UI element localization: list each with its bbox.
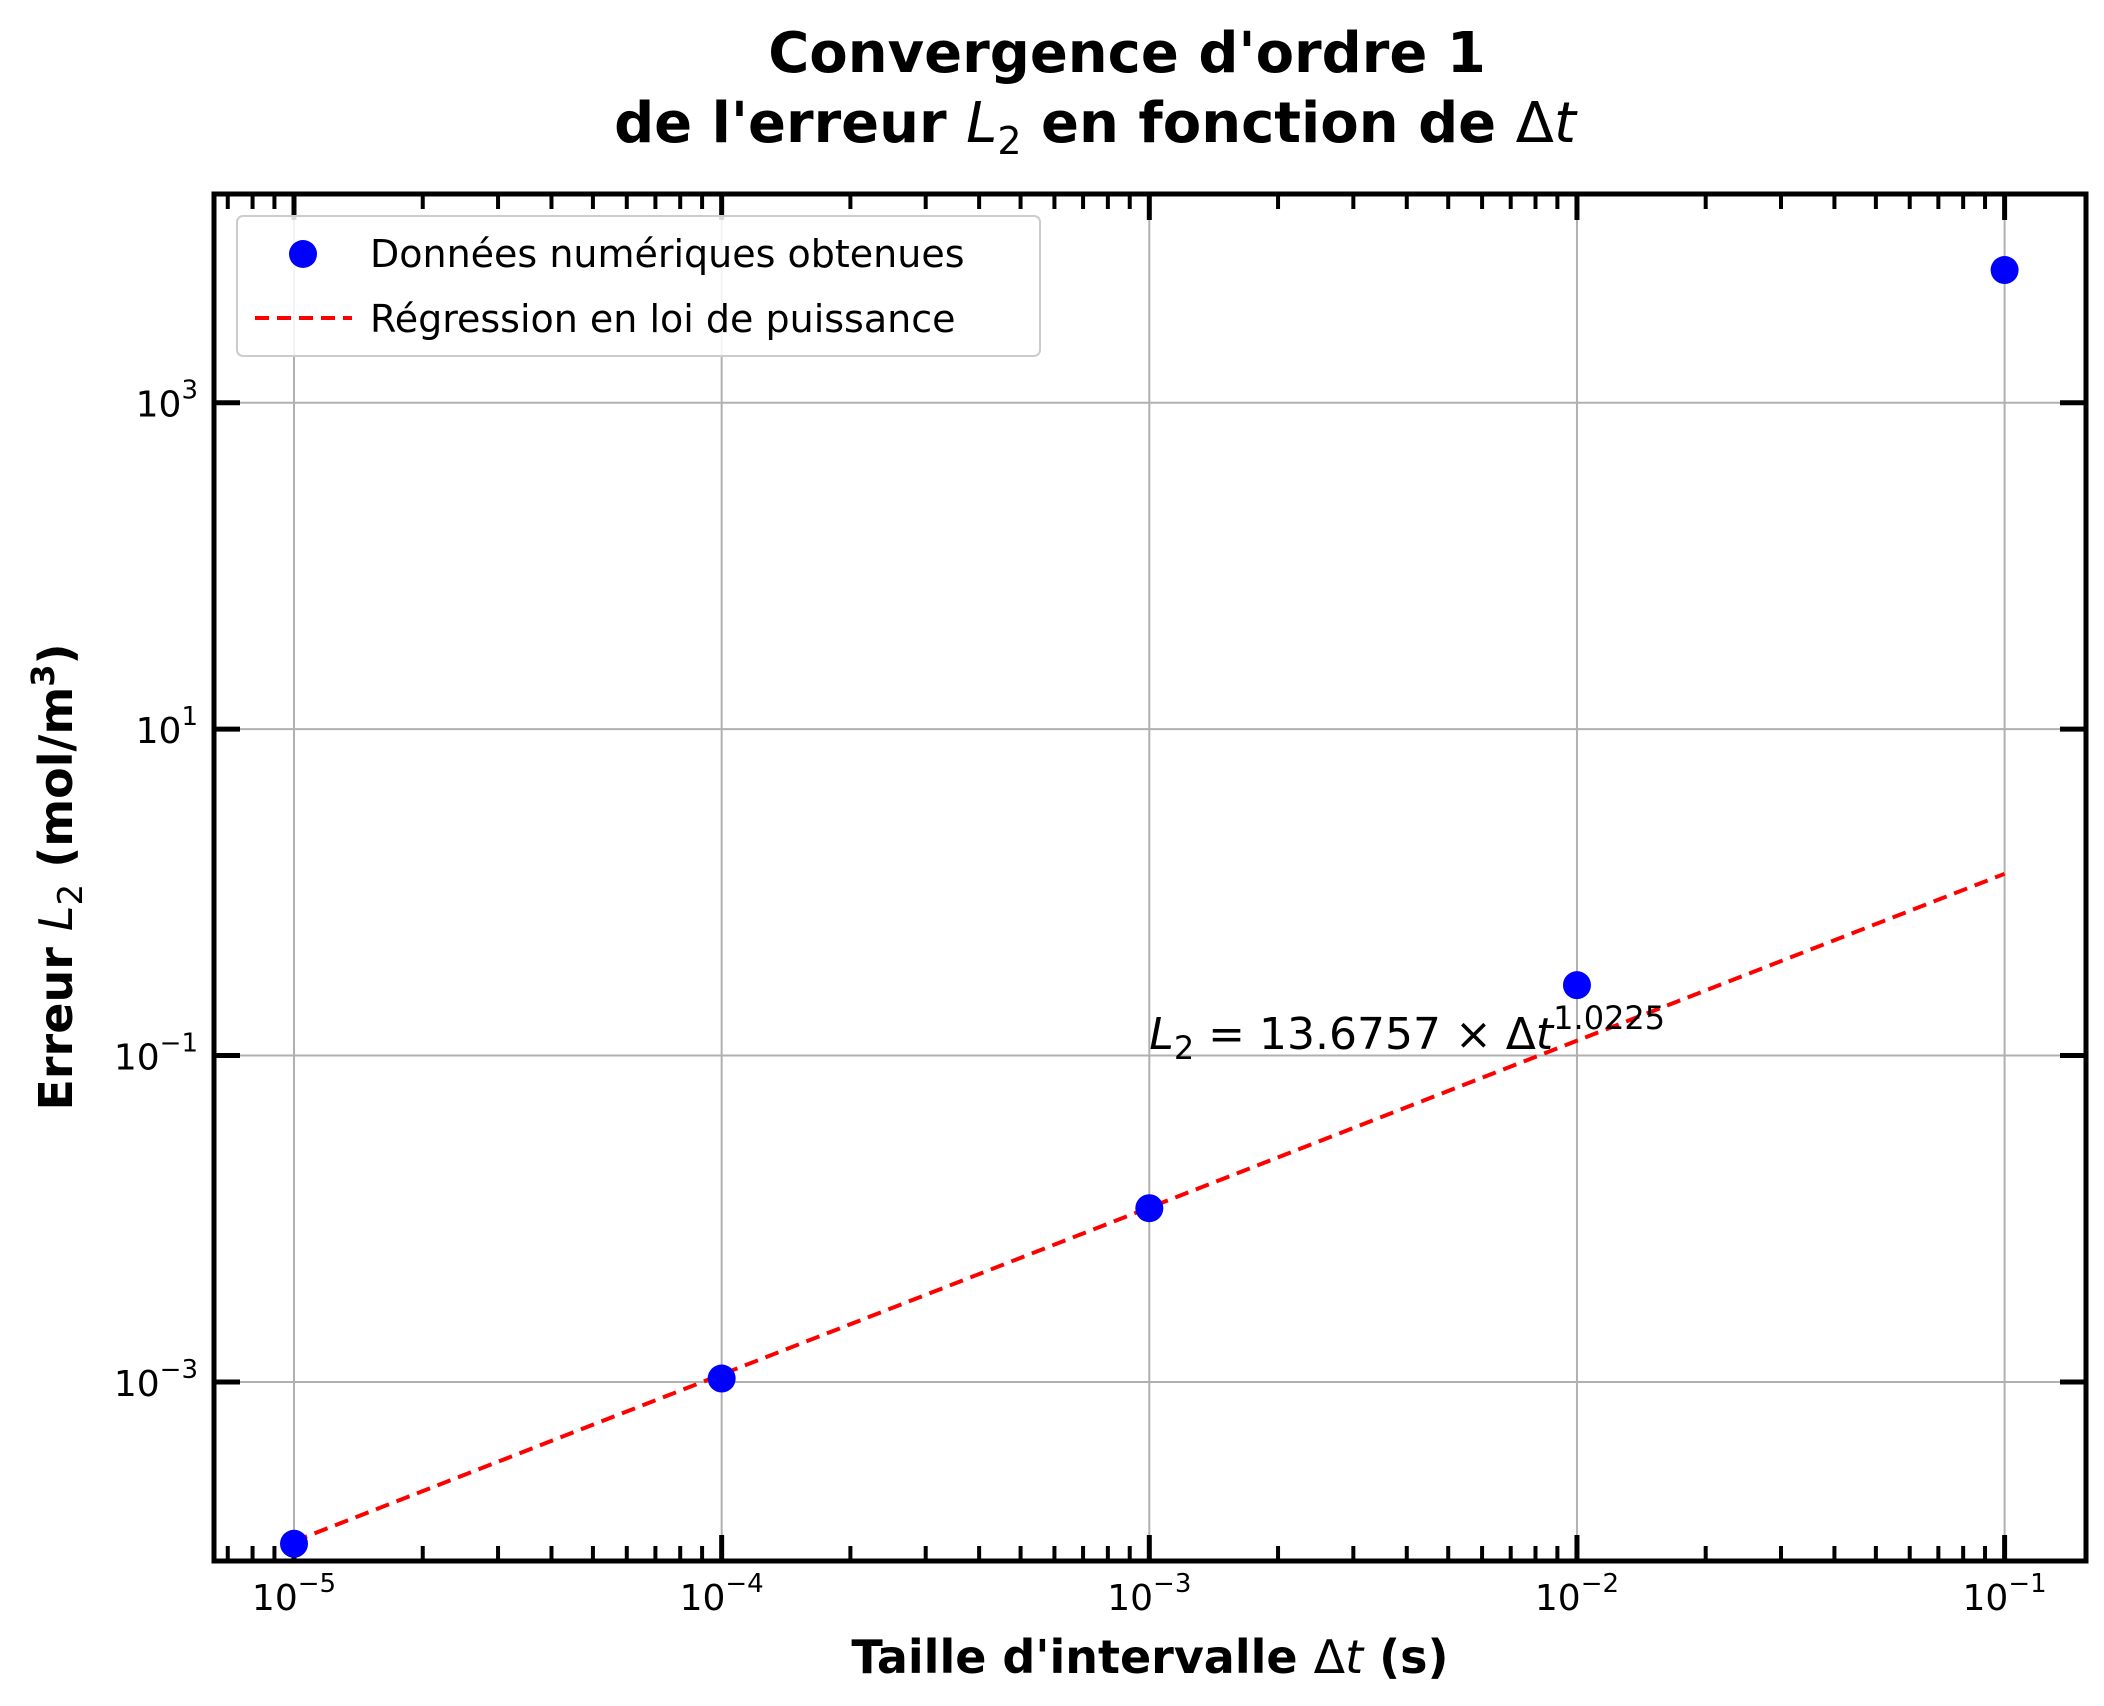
annotation-exponent: 1.0225: [1553, 999, 1665, 1037]
x-tick-exponent: −1: [2008, 1569, 2046, 1599]
chart-title-line2: de l'erreur L2 en fonction de Δt: [614, 91, 1578, 163]
annotation-equation: = 13.6757 × Δ: [1194, 1009, 1536, 1060]
title-t: t: [1554, 91, 1578, 156]
y-tick-exponent: −3: [160, 1355, 198, 1385]
regression-line: [293, 871, 2006, 1544]
title-delta: Δ: [1516, 91, 1554, 156]
x-tick-base: 10: [1107, 1578, 1153, 1619]
y-label-sup: 3: [24, 664, 62, 686]
plot-frame: [211, 191, 2089, 1564]
x-tick-label: 10−4: [680, 1569, 764, 1619]
title-var: L: [966, 91, 997, 156]
y-tick-base: 10: [136, 711, 182, 752]
data-point: [1562, 971, 1591, 1000]
y-tick-exponent: 1: [181, 702, 198, 732]
x-label-t: t: [1345, 1630, 1365, 1684]
regression-equation: L2 = 13.6757 × Δt1.0225: [1149, 999, 1665, 1067]
x-tick-label: 10−2: [1535, 1569, 1619, 1619]
y-tick-label: 101: [136, 702, 198, 752]
y-tick-base: 10: [114, 1038, 160, 1079]
annotation-var-sub: 2: [1174, 1029, 1194, 1067]
y-tick-base: 10: [136, 385, 182, 426]
y-label-prefix: Erreur: [29, 931, 83, 1110]
data-point: [1990, 256, 2019, 285]
x-tick-label: 10−1: [1963, 1569, 2047, 1619]
x-tick-base: 10: [1535, 1578, 1581, 1619]
legend-line-label: Régression en loi de puissance: [370, 297, 956, 341]
regression-line-group: [293, 871, 2006, 1544]
x-label-suffix: (s): [1363, 1630, 1448, 1684]
data-point: [280, 1529, 309, 1558]
y-tick-label: 10−1: [114, 1029, 198, 1079]
legend-scatter-label: Données numériques obtenues: [370, 232, 965, 276]
x-tick-base: 10: [1963, 1578, 2009, 1619]
title-mid: en fonction de: [1022, 91, 1516, 156]
data-points: [280, 256, 2019, 1558]
title-prefix: de l'erreur: [614, 91, 966, 156]
x-tick-base: 10: [252, 1578, 298, 1619]
legend: Données numériques obtenues Régression e…: [236, 215, 1041, 357]
y-tick-exponent: 3: [181, 376, 198, 406]
legend-box: [236, 215, 1041, 357]
x-tick-base: 10: [680, 1578, 726, 1619]
y-tick-label: 10−3: [114, 1355, 198, 1405]
x-tick-label: 10−5: [252, 1569, 336, 1619]
y-tick-label: 103: [136, 376, 198, 426]
y-tick-base: 10: [114, 1364, 160, 1405]
grid-lines: [214, 194, 2086, 1561]
y-axis-label: Erreur L2 (mol/m3): [24, 643, 91, 1110]
x-tick-exponent: −4: [725, 1569, 763, 1599]
annotation-var: L: [1149, 1009, 1174, 1060]
x-tick-exponent: −2: [1581, 1569, 1619, 1599]
y-label-var: L: [29, 905, 83, 931]
x-axis-label: Taille d'intervalle Δt (s): [851, 1630, 1448, 1684]
legend-scatter-marker: [289, 240, 317, 268]
x-label-prefix: Taille d'intervalle: [851, 1630, 1313, 1684]
chart-title-line1: Convergence d'ordre 1: [768, 21, 1486, 86]
x-label-delta: Δ: [1314, 1630, 1346, 1684]
y-label-close: ): [29, 643, 83, 664]
x-tick-exponent: −5: [298, 1569, 336, 1599]
annotation-t: t: [1536, 1009, 1555, 1060]
y-label-sub: 2: [51, 884, 91, 906]
y-tick-exponent: −1: [160, 1029, 198, 1059]
x-tick-exponent: −3: [1153, 1569, 1191, 1599]
minor-ticks: [225, 194, 1988, 1561]
x-tick-label: 10−3: [1107, 1569, 1191, 1619]
y-label-suffix: (mol/m: [29, 687, 83, 884]
data-point: [707, 1364, 736, 1393]
major-ticks: [214, 194, 2086, 1561]
title-var-sub: 2: [997, 119, 1021, 163]
data-point: [1135, 1194, 1164, 1223]
